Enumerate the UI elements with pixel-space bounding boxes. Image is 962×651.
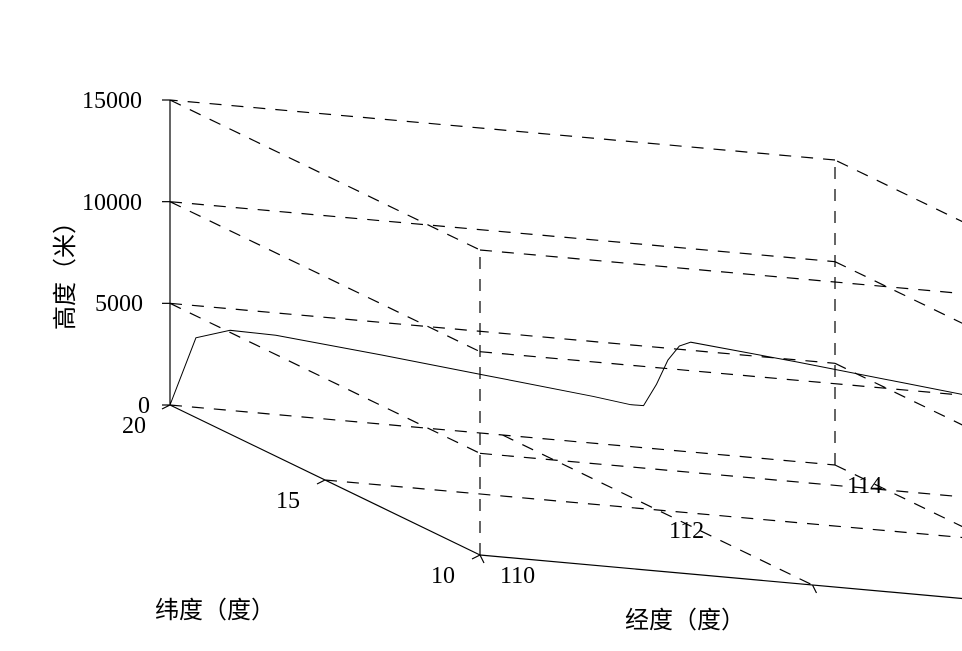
y-axis-label: 经度（度） xyxy=(625,600,745,635)
z-axis-label: 高度（米） xyxy=(45,210,80,330)
z-tick-3: 15000 xyxy=(82,88,142,115)
y-tick-0: 110 xyxy=(500,563,535,590)
z-tick-2: 10000 xyxy=(82,190,142,217)
x-tick-1: 15 xyxy=(276,488,300,515)
x-axis-label: 纬度（度） xyxy=(155,590,275,625)
x-tick-2: 10 xyxy=(431,563,455,590)
y-tick-1: 112 xyxy=(669,518,704,545)
plot-stage: 0 5000 10000 15000 20 15 10 110 112 114 … xyxy=(0,0,962,651)
plot-svg xyxy=(0,0,962,651)
y-tick-2: 114 xyxy=(847,473,882,500)
x-tick-0: 20 xyxy=(122,413,146,440)
z-tick-1: 5000 xyxy=(95,291,143,318)
